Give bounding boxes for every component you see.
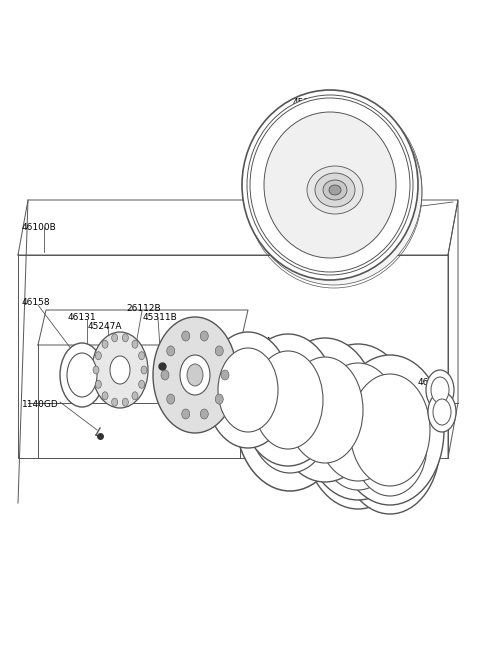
Ellipse shape [247,95,413,275]
Ellipse shape [221,370,229,380]
Ellipse shape [167,394,175,404]
Ellipse shape [139,380,144,388]
Text: 26112B: 26112B [126,304,161,313]
Text: 45100: 45100 [293,98,322,107]
Text: 46155: 46155 [186,330,215,339]
Ellipse shape [112,398,118,406]
Ellipse shape [139,352,144,359]
Ellipse shape [235,339,345,491]
Ellipse shape [340,376,440,514]
Ellipse shape [200,331,208,341]
Ellipse shape [93,366,99,374]
Ellipse shape [246,95,422,285]
Ellipse shape [329,185,341,195]
Ellipse shape [433,399,451,425]
Ellipse shape [287,357,363,463]
Ellipse shape [60,343,104,407]
Text: 45681: 45681 [294,356,323,365]
Ellipse shape [218,348,278,432]
Ellipse shape [96,352,101,359]
Ellipse shape [153,317,237,433]
Ellipse shape [161,370,169,380]
Ellipse shape [240,334,336,466]
Ellipse shape [180,355,210,395]
Ellipse shape [102,340,108,348]
Ellipse shape [132,392,138,400]
Ellipse shape [92,332,148,408]
Text: 45644: 45644 [266,346,294,355]
Ellipse shape [323,180,347,200]
Ellipse shape [242,90,418,280]
Text: 46159: 46159 [418,378,446,387]
Ellipse shape [350,374,430,486]
Ellipse shape [215,346,223,356]
Text: 46159: 46159 [418,408,446,417]
Ellipse shape [302,344,414,500]
Ellipse shape [182,331,190,341]
Ellipse shape [318,380,398,490]
Text: 45527A: 45527A [238,337,273,346]
Ellipse shape [304,361,412,509]
Ellipse shape [182,409,190,419]
Text: 45577A: 45577A [336,390,371,399]
Ellipse shape [141,366,147,374]
Ellipse shape [215,394,223,404]
Ellipse shape [200,409,208,419]
Ellipse shape [264,112,396,258]
Ellipse shape [316,363,400,481]
Text: 46100B: 46100B [22,223,57,232]
Ellipse shape [112,334,118,342]
Ellipse shape [431,377,449,403]
Ellipse shape [426,370,454,410]
Ellipse shape [248,357,332,473]
Ellipse shape [206,332,290,448]
Ellipse shape [67,353,97,397]
Text: 45247A: 45247A [88,322,122,331]
Text: 46131: 46131 [68,313,96,322]
Ellipse shape [353,394,427,496]
Ellipse shape [167,346,175,356]
Ellipse shape [315,173,355,207]
Ellipse shape [273,338,377,482]
Ellipse shape [110,356,130,384]
Ellipse shape [187,364,203,386]
Text: 45643C: 45643C [190,376,225,385]
Text: 45651B: 45651B [354,404,389,413]
Ellipse shape [428,392,456,432]
Text: 1140GD: 1140GD [22,400,59,409]
Ellipse shape [307,166,363,214]
Ellipse shape [250,98,410,272]
Ellipse shape [336,355,444,505]
Ellipse shape [122,334,128,342]
Ellipse shape [122,398,128,406]
Ellipse shape [96,380,101,388]
Ellipse shape [253,351,323,449]
Text: 45311B: 45311B [143,313,178,322]
Text: 46158: 46158 [22,298,50,307]
Ellipse shape [102,392,108,400]
Ellipse shape [132,340,138,348]
